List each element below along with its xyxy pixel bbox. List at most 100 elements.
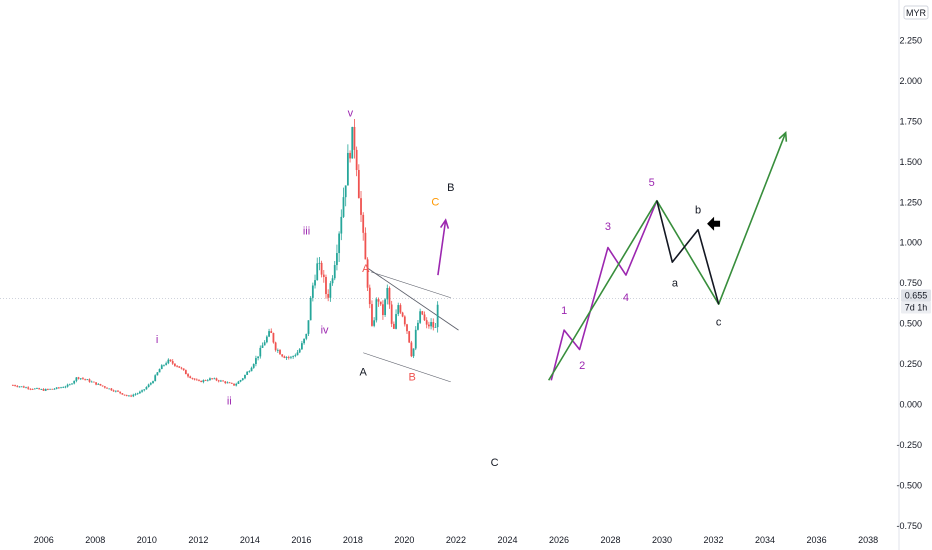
- candle-body: [305, 333, 308, 339]
- candle-body: [357, 169, 360, 199]
- candle-body: [279, 350, 281, 355]
- candle-body: [169, 359, 172, 362]
- candle-body: [384, 299, 387, 316]
- candle-body: [90, 381, 93, 383]
- candle-body: [187, 374, 189, 377]
- candle-body: [57, 387, 60, 389]
- candle-body: [379, 301, 382, 305]
- candle-body: [47, 388, 49, 390]
- y-tick-label: 1.750: [899, 116, 922, 126]
- last-price-label: 0.655: [905, 291, 928, 301]
- candle-body: [309, 297, 312, 321]
- candle-body: [167, 359, 170, 364]
- candle-body: [97, 383, 100, 385]
- candle-body: [163, 364, 165, 366]
- candle-body: [138, 391, 141, 394]
- candle-body: [51, 388, 54, 390]
- candle-body: [261, 345, 264, 348]
- candle-body: [246, 371, 249, 375]
- candle-body: [84, 378, 87, 380]
- candle-body: [49, 388, 52, 390]
- y-tick-label: 0.250: [899, 359, 922, 369]
- y-tick-label: 1.500: [899, 157, 922, 167]
- candle-body: [112, 390, 115, 392]
- candle-body: [406, 324, 408, 332]
- wave-label: 1: [561, 305, 567, 317]
- candle-body: [233, 383, 235, 386]
- candle-body: [314, 280, 316, 286]
- trendline: [368, 268, 459, 331]
- candle-body: [397, 305, 400, 315]
- candle-body: [434, 327, 437, 328]
- candle-body: [320, 262, 323, 275]
- wave-label: v: [348, 108, 354, 120]
- candle-body: [353, 126, 356, 150]
- candle-body: [152, 381, 154, 384]
- x-tick-label: 2016: [291, 535, 311, 545]
- candle-body: [195, 379, 198, 381]
- candle-body: [31, 389, 34, 390]
- candle-body: [342, 197, 345, 217]
- candle-body: [228, 382, 231, 384]
- candle-body: [193, 378, 196, 380]
- candle-body: [134, 394, 137, 395]
- wave-label: C: [431, 197, 439, 209]
- candle-body: [355, 149, 358, 170]
- wave-label: A: [360, 366, 368, 378]
- candle-body: [79, 378, 82, 380]
- price-axis[interactable]: 2.250 2.000 1.750 1.500 1.250 1.000 0.750 0.500…: [896, 35, 922, 530]
- candle-body: [316, 263, 319, 281]
- candle-body: [73, 380, 76, 384]
- candle-body: [331, 278, 334, 284]
- candle-body: [377, 299, 380, 302]
- candle-body: [362, 214, 365, 233]
- candle-body: [270, 331, 273, 334]
- candle-body: [176, 365, 178, 367]
- candle-body: [130, 395, 133, 397]
- candle-body: [33, 388, 36, 390]
- x-tick-label: 2008: [85, 535, 105, 545]
- candle-body: [336, 253, 338, 266]
- candle-body: [62, 387, 65, 389]
- candle-body: [209, 378, 211, 381]
- candle-body: [239, 380, 242, 382]
- candle-body: [244, 374, 246, 379]
- candle-body: [29, 388, 32, 390]
- trendline: [363, 352, 451, 383]
- candle-body: [128, 395, 130, 397]
- time-axis[interactable]: 2006 2008 2010 2012 2014 2016 2018 2020 2022 2024…: [34, 535, 878, 545]
- x-tick-label: 2010: [137, 535, 157, 545]
- y-tick-label: -0.250: [896, 440, 922, 450]
- candle-body: [298, 349, 301, 353]
- candle-body: [108, 388, 111, 390]
- x-tick-label: 2032: [704, 535, 724, 545]
- candle-body: [106, 387, 108, 389]
- trendlines: [363, 268, 459, 383]
- wave-label: b: [695, 205, 701, 217]
- wave-label: iii: [303, 226, 310, 238]
- candle-body: [318, 262, 321, 264]
- purple-arrow: [437, 219, 447, 276]
- candle-body: [403, 316, 406, 325]
- candle-body: [191, 377, 194, 379]
- green-projection-path: [547, 132, 787, 381]
- candle-body: [158, 369, 161, 373]
- candle-body: [412, 348, 415, 357]
- candle-body: [99, 383, 102, 386]
- candle-body: [255, 358, 257, 365]
- x-tick-label: 2036: [807, 535, 827, 545]
- candle-body: [311, 285, 314, 298]
- wave-label: 5: [649, 177, 655, 189]
- candle-body: [143, 389, 146, 391]
- x-tick-label: 2012: [188, 535, 208, 545]
- wave-label: iv: [321, 324, 329, 336]
- candle-body: [281, 354, 284, 357]
- candle-body: [300, 343, 303, 350]
- candle-body: [322, 274, 325, 277]
- candle-body: [329, 283, 332, 298]
- candle-body: [160, 365, 163, 370]
- candle-body: [217, 380, 220, 382]
- candle-body: [66, 384, 69, 387]
- candle-body: [53, 388, 56, 390]
